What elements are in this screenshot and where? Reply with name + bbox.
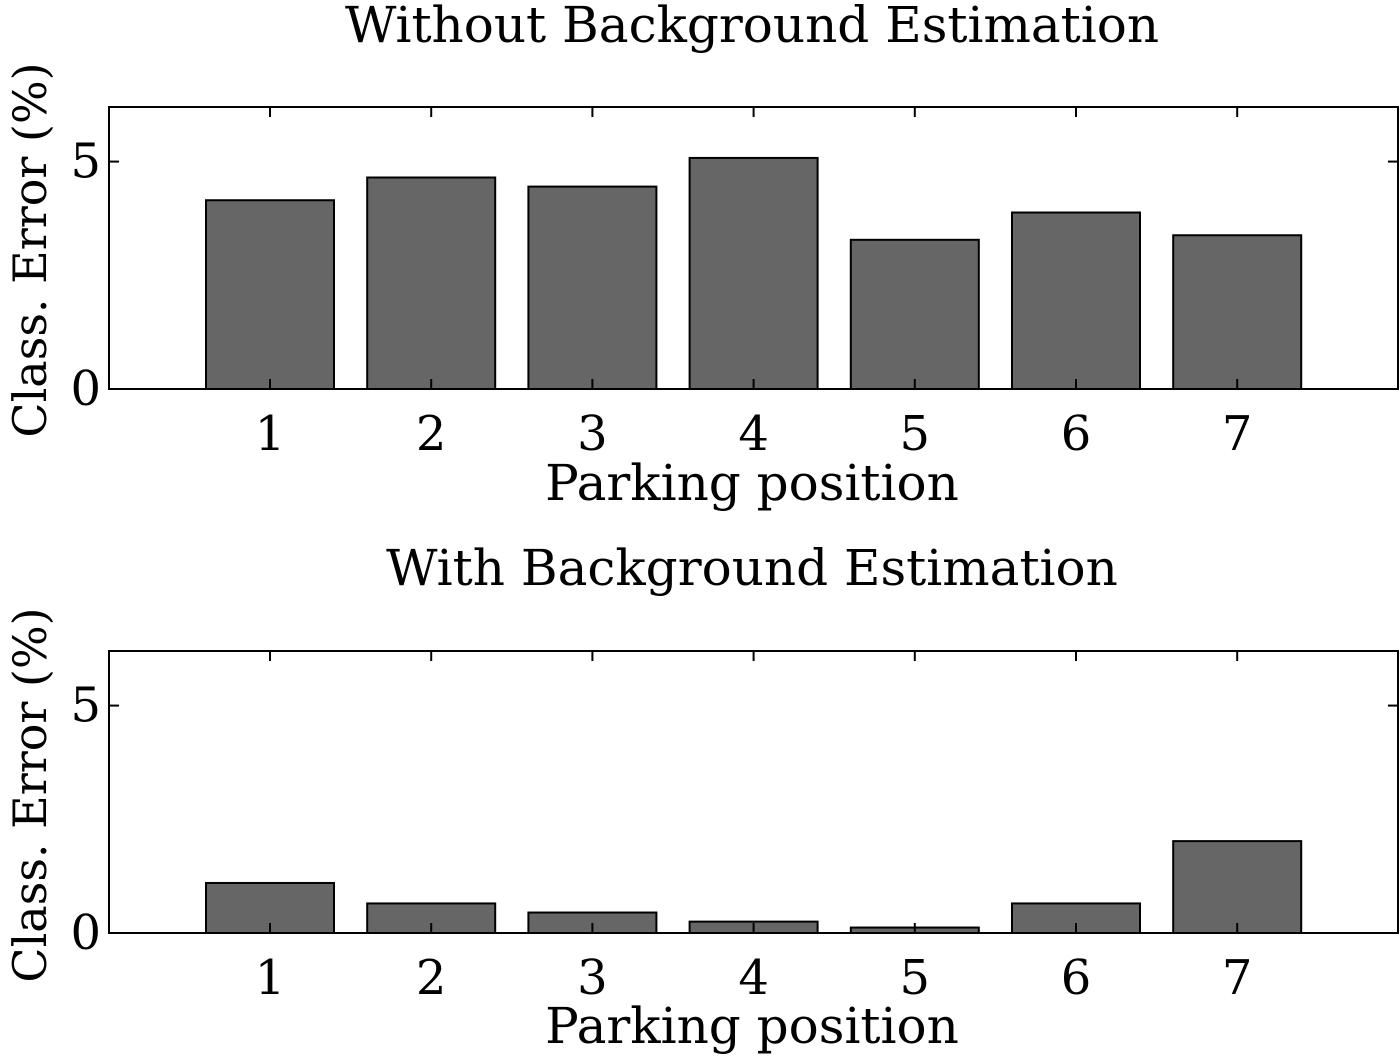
x-tick-label-3: 3 xyxy=(577,406,608,462)
bar-position-1 xyxy=(205,199,335,390)
x-tick-label-5: 5 xyxy=(900,950,931,1006)
x-tick-label-4: 4 xyxy=(738,950,769,1006)
x-tick-label-3: 3 xyxy=(577,950,608,1006)
y-axis-label: Class. Error (%) xyxy=(3,607,57,982)
x-axis-label: Parking position xyxy=(545,997,959,1055)
chart-title: With Background Estimation xyxy=(386,539,1118,597)
bars xyxy=(205,156,1303,390)
axis-ticks: 1 2 3 4 5 6 7 0 5 xyxy=(70,651,1398,1006)
y-tick-label-5: 5 xyxy=(70,134,101,190)
chart-title: Without Background Estimation xyxy=(345,0,1159,54)
bar-position-7 xyxy=(1172,840,1303,934)
x-tick-label-5: 5 xyxy=(900,406,931,462)
bar-position-7 xyxy=(1172,234,1303,390)
bars xyxy=(205,840,1303,935)
bar-position-2 xyxy=(366,176,497,390)
x-tick-label-7: 7 xyxy=(1222,406,1253,462)
x-tick-label-7: 7 xyxy=(1222,950,1253,1006)
x-tick-label-4: 4 xyxy=(738,406,769,462)
y-tick-label-5: 5 xyxy=(70,678,101,734)
x-tick-label-1: 1 xyxy=(255,406,286,462)
bar-position-4 xyxy=(688,156,819,390)
chart-with-background-estimation: With Background Estimation 1 2 3 4 5 6 7 0 5 Par… xyxy=(3,539,1399,1055)
bar-position-3 xyxy=(527,185,658,390)
y-axis-label: Class. Error (%) xyxy=(3,62,57,437)
x-tick-label-6: 6 xyxy=(1061,950,1092,1006)
bar-position-6 xyxy=(1011,211,1141,390)
y-tick-label-0: 0 xyxy=(70,361,101,417)
axis-ticks: 1 2 3 4 5 6 7 0 5 xyxy=(70,107,1398,462)
x-tick-label-2: 2 xyxy=(416,950,447,1006)
x-tick-label-2: 2 xyxy=(416,406,447,462)
x-tick-label-6: 6 xyxy=(1061,406,1092,462)
x-tick-label-1: 1 xyxy=(255,950,286,1006)
bar-position-5 xyxy=(849,238,980,390)
chart-without-background-estimation: Without Background Estimation 1 2 3 4 5 6 705 … xyxy=(3,0,1399,512)
y-tick-label-0: 0 xyxy=(70,905,101,961)
x-axis-label: Parking position xyxy=(545,454,959,512)
